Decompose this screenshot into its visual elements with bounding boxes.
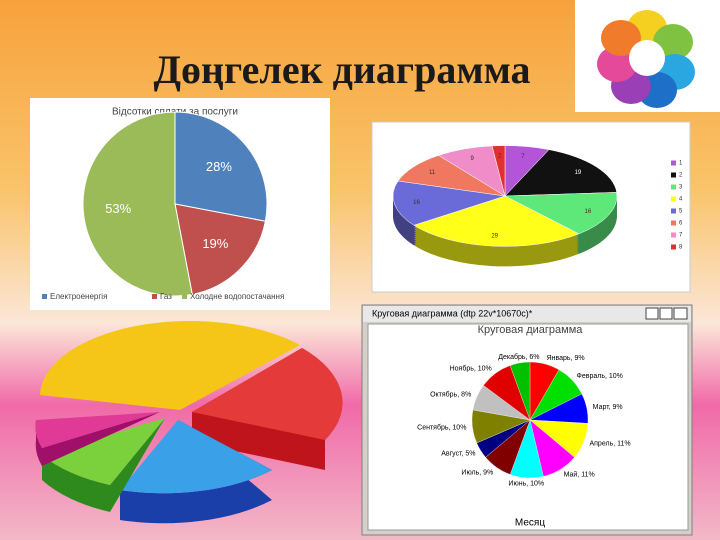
data-label: 9 bbox=[471, 156, 475, 162]
chart-title: Круговая диаграмма bbox=[478, 324, 584, 336]
legend-swatch bbox=[671, 232, 676, 238]
data-label: Январь, 9% bbox=[547, 355, 585, 362]
data-label: Март, 9% bbox=[593, 404, 623, 411]
legend-label: Газ bbox=[160, 292, 172, 301]
legend-swatch bbox=[671, 160, 676, 166]
legend-label: Холодне водопостачання bbox=[190, 292, 284, 301]
legend-label: 2 bbox=[679, 173, 683, 179]
data-label: Июнь, 10% bbox=[508, 481, 544, 488]
pie-slice bbox=[413, 195, 580, 247]
window-title: Круговая диаграмма (dtp 22v*10670c)* bbox=[372, 308, 533, 318]
pie-slice bbox=[174, 111, 268, 222]
legend-label: 1 bbox=[679, 161, 683, 167]
x-axis-label: Месяц bbox=[515, 518, 545, 529]
legend-swatch bbox=[182, 294, 187, 299]
legend-swatch bbox=[42, 294, 47, 299]
legend-swatch bbox=[671, 172, 676, 178]
legend-swatch bbox=[671, 208, 676, 214]
legend-label: 7 bbox=[679, 233, 683, 239]
pie-slice bbox=[509, 361, 531, 421]
legend-swatch bbox=[671, 184, 676, 190]
legend-label: 3 bbox=[679, 185, 683, 191]
data-label: 16 bbox=[413, 200, 420, 206]
data-label: 16 bbox=[585, 209, 592, 215]
legend-swatch bbox=[671, 244, 676, 250]
data-label: 7 bbox=[521, 154, 525, 160]
data-label: Август, 5% bbox=[441, 450, 475, 457]
pie-slice bbox=[392, 180, 506, 226]
data-label: 19 bbox=[575, 170, 582, 176]
data-label: Декабрь, 6% bbox=[498, 353, 539, 361]
decorative-pie bbox=[35, 320, 343, 524]
data-label: Май, 11% bbox=[564, 470, 595, 478]
pie-slice bbox=[397, 155, 506, 197]
legend-label: 6 bbox=[679, 221, 683, 227]
legend-label: 4 bbox=[679, 197, 683, 203]
slide-title: Дөңгелек диаграмма bbox=[153, 47, 530, 92]
data-label: 28% bbox=[206, 159, 232, 174]
data-label: 19% bbox=[202, 236, 228, 251]
pie-slice bbox=[174, 203, 266, 295]
legend-label: 5 bbox=[679, 209, 683, 215]
data-label: Октябрь, 8% bbox=[430, 390, 471, 398]
pie-slice bbox=[82, 111, 193, 297]
pie-slice bbox=[504, 149, 618, 197]
pie-slice bbox=[504, 192, 618, 235]
data-label: 2 bbox=[498, 153, 502, 159]
data-label: Апрель, 11% bbox=[589, 440, 630, 447]
data-label: Сентябрь, 10% bbox=[417, 423, 466, 431]
data-label: Июль, 9% bbox=[461, 469, 493, 476]
data-label: Февраль, 10% bbox=[577, 373, 623, 380]
flower-icon bbox=[575, 0, 720, 112]
data-label: 29 bbox=[491, 234, 498, 240]
data-label: Ноябрь, 10% bbox=[450, 365, 492, 373]
data-label: 53% bbox=[105, 201, 131, 216]
legend-swatch bbox=[671, 196, 676, 202]
legend-label: 8 bbox=[679, 245, 683, 251]
pie-slice bbox=[491, 145, 506, 197]
legend-swatch bbox=[152, 294, 157, 299]
legend-label: Електроенергія bbox=[50, 292, 107, 301]
data-label: 11 bbox=[429, 170, 436, 176]
legend-swatch bbox=[671, 220, 676, 226]
